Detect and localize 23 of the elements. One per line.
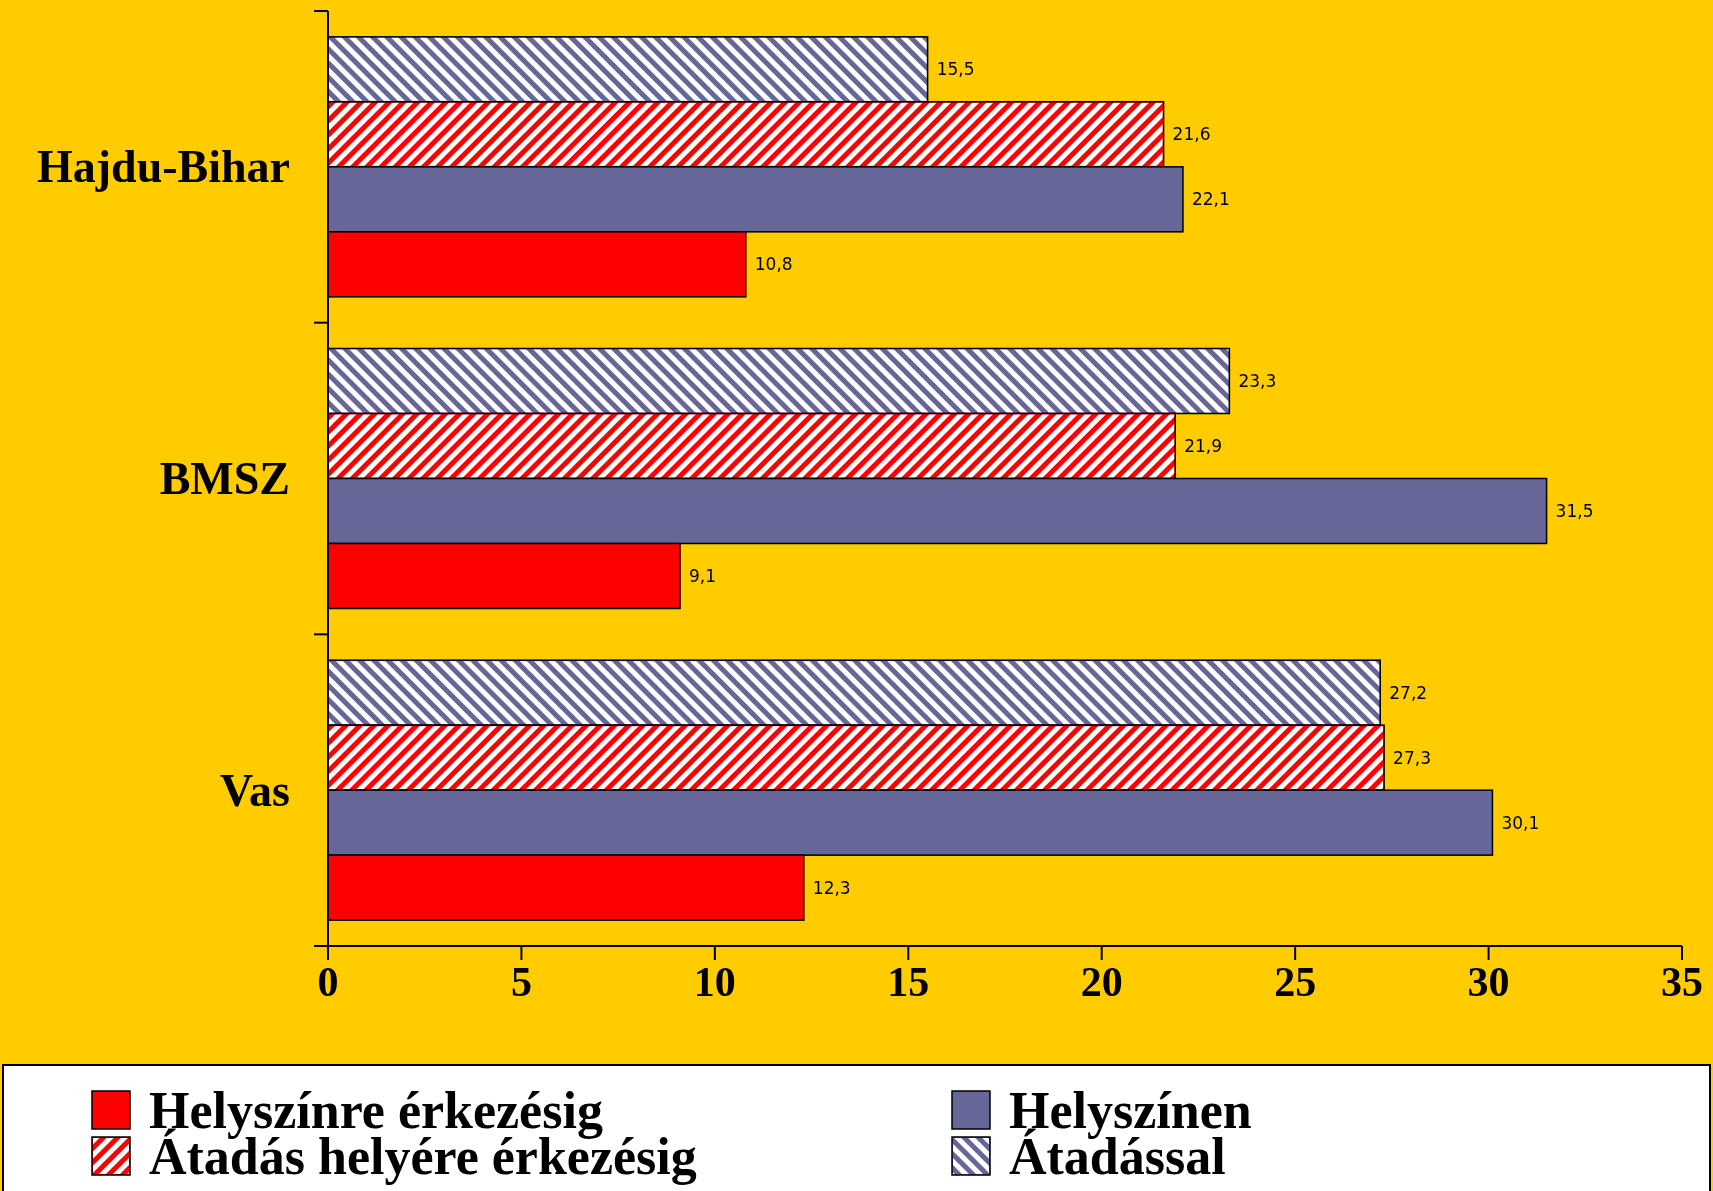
x-tick-label: 10: [693, 959, 736, 1005]
data-label: 12,3: [812, 877, 851, 898]
data-label: 31,5: [1555, 501, 1594, 521]
data-label: 9,1: [689, 566, 717, 586]
y-tick-label: Vas: [220, 764, 290, 816]
data-label: 22,1: [1191, 189, 1230, 210]
data-label: 27,2: [1389, 682, 1428, 703]
data-label: 23,3: [1238, 371, 1277, 391]
data-label: 10,8: [754, 254, 793, 275]
x-tick-label: 30: [1467, 959, 1510, 1005]
x-tick-label: 0: [317, 959, 339, 1005]
data-label: 15,5: [936, 59, 975, 80]
x-tick-label: 35: [1661, 959, 1703, 1005]
x-tick-label: 5: [510, 959, 532, 1005]
data-label: 21,9: [1184, 436, 1223, 456]
x-tick-label: 25: [1274, 959, 1317, 1005]
data-label: 30,1: [1501, 812, 1540, 833]
x-tick-label: 15: [887, 959, 930, 1005]
y-tick-label: Hajdu-Bihar: [36, 141, 290, 193]
data-label: 21,6: [1172, 124, 1211, 145]
x-tick-label: 20: [1080, 959, 1123, 1005]
y-tick-label: BMSZ: [159, 453, 290, 504]
data-label: 27,3: [1393, 747, 1431, 768]
